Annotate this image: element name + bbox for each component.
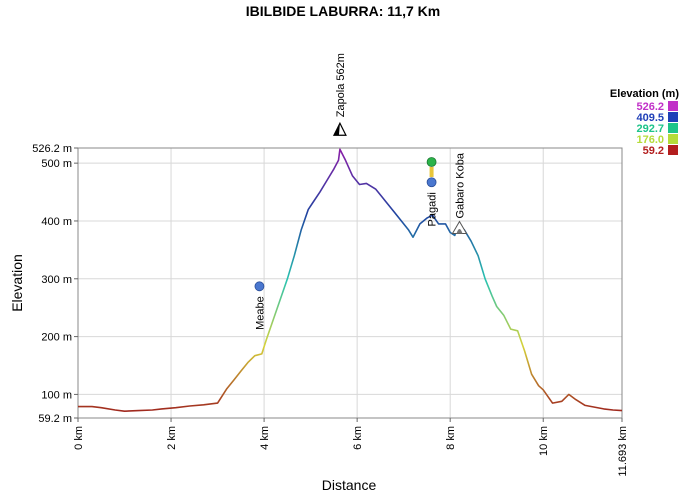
- y-tick-label: 400 m: [41, 216, 72, 228]
- cave-icon: [451, 220, 468, 234]
- annotation-label: Zapola 562m: [335, 53, 347, 117]
- legend-swatch: [668, 145, 678, 155]
- legend-title: Elevation (m): [610, 88, 679, 100]
- annotations: Zapola 562m Meabe Pagadi Gabaro Koba: [254, 53, 468, 330]
- legend-swatch: [668, 112, 678, 122]
- legend-swatch: [668, 134, 678, 144]
- y-tick-label: 500 m: [41, 158, 72, 170]
- annotation-label: Gabaro Koba: [454, 152, 466, 218]
- plot-frame: [77, 147, 623, 419]
- legend-entry-label: 59.2: [643, 145, 664, 157]
- x-tick-label: 2 km: [166, 426, 178, 450]
- x-tick-label: 4 km: [259, 426, 271, 450]
- x-tick-label: 11.693 km: [617, 426, 629, 477]
- x-axis-ticks: 0 km 2 km 4 km 6 km 8 km 10 km 11.693 km: [73, 418, 629, 477]
- y-tick-label: 300 m: [41, 274, 72, 286]
- y-axis-ticks: 526.2 m 500 m 400 m 300 m 200 m 100 m 59.2 m: [32, 143, 78, 425]
- annotation-label: Pagadi: [427, 192, 439, 226]
- summit-icon: [332, 121, 347, 136]
- legend-entry-label: 176.0: [636, 134, 664, 146]
- y-tick-label: 100 m: [41, 389, 72, 401]
- x-tick-label: 0 km: [73, 426, 85, 450]
- x-tick-label: 8 km: [445, 426, 457, 450]
- elevation-line: [78, 148, 623, 412]
- waypoint-icon: [254, 281, 265, 292]
- start-marker-icon: [426, 157, 437, 177]
- x-axis-label: Distance: [322, 477, 377, 493]
- y-tick-label: 526.2 m: [32, 143, 72, 155]
- y-tick-label: 200 m: [41, 332, 72, 344]
- x-tick-label: 10 km: [538, 426, 550, 456]
- chart-title: IBILBIDE LABURRA: 11,7 Km: [246, 3, 440, 19]
- grid: [78, 148, 622, 418]
- annotation-label: Meabe: [254, 296, 266, 330]
- legend-entry-label: 292.7: [636, 123, 664, 135]
- legend-entry-label: 526.2: [636, 101, 664, 113]
- legend-swatch: [668, 123, 678, 133]
- x-tick-label: 6 km: [352, 426, 364, 450]
- y-axis-label: Elevation: [9, 254, 25, 312]
- waypoint-icon: [426, 177, 437, 188]
- legend-entry-label: 409.5: [636, 112, 664, 124]
- y-tick-label: 59.2 m: [38, 413, 72, 425]
- legend-swatch: [668, 101, 678, 111]
